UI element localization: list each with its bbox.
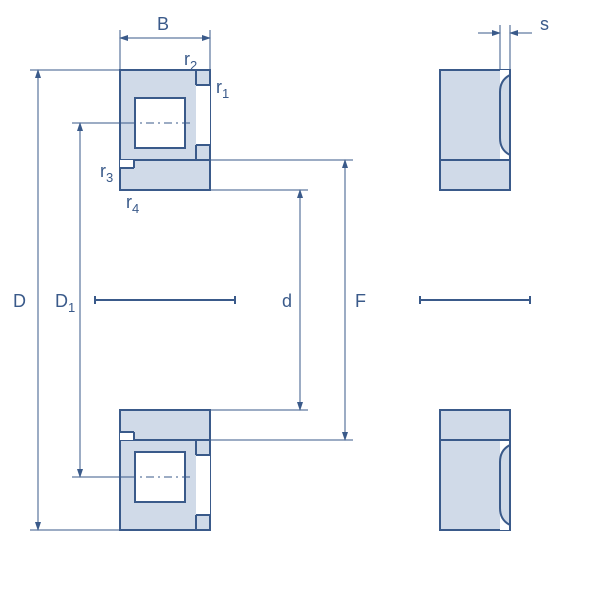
label-F: F [355, 291, 366, 311]
dim-s: s [478, 14, 549, 70]
label-d: d [282, 291, 292, 311]
label-D1: D [55, 291, 68, 311]
label-r3: r3 [100, 161, 113, 185]
label-D1-sub: 1 [68, 300, 75, 315]
label-r1: r1 [216, 77, 229, 101]
label-r4: r4 [126, 192, 139, 216]
svg-text:D1: D1 [55, 291, 75, 315]
left-cross-section [95, 70, 235, 530]
label-B: B [157, 14, 169, 34]
label-s: s [540, 14, 549, 34]
label-D: D [13, 291, 26, 311]
bearing-diagram: D D1 d F B s r2 r1 r3 r4 [0, 0, 600, 600]
right-side-view [420, 70, 530, 530]
